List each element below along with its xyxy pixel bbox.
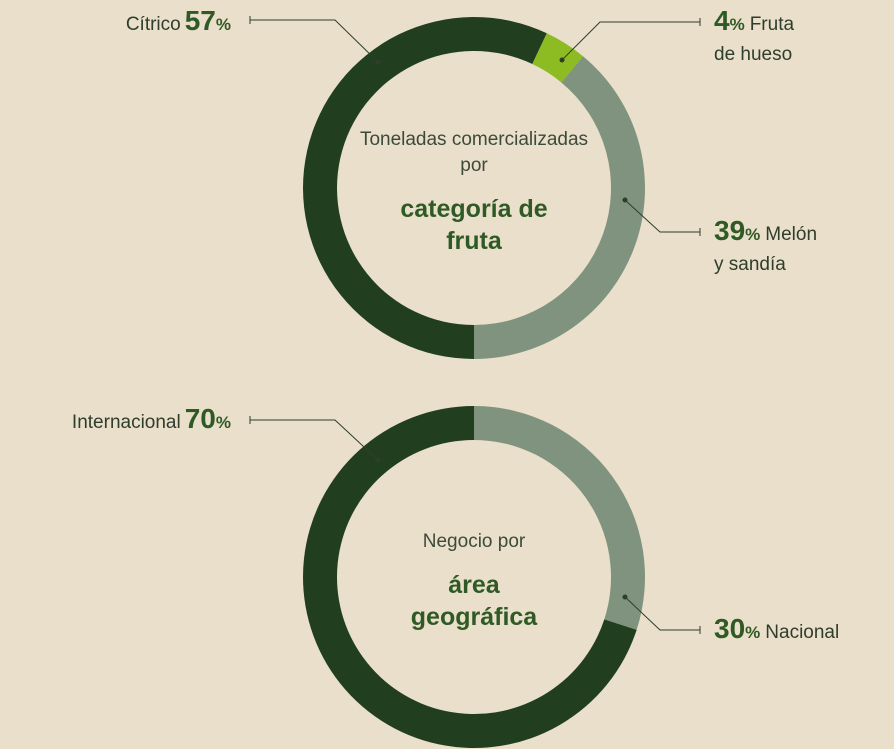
chart-subtitle: Negocio por — [422, 531, 526, 552]
chart-title: área geográfica — [410, 571, 538, 631]
unit-label: % — [745, 623, 761, 642]
center-text: Negocio por área geográfica — [349, 529, 599, 633]
leader-dot — [559, 57, 565, 63]
leader-line — [624, 596, 700, 631]
leader-line — [624, 199, 700, 233]
segment-label: 4% Fruta de hueso — [714, 6, 809, 70]
leader-dot — [622, 594, 628, 600]
value-label: 57 — [184, 5, 216, 36]
category-name: Melón y sandía — [714, 224, 818, 275]
donut-segment — [532, 33, 583, 83]
leader-dot — [622, 197, 628, 203]
donut-segment — [474, 56, 646, 359]
value-label: 30 — [714, 613, 746, 644]
segment-label: 39% Melón y sandía — [714, 216, 822, 280]
segment-label: Cítrico 57% — [126, 6, 236, 40]
segment-label: Internacional 70% — [72, 404, 236, 438]
unit-label: % — [215, 15, 231, 34]
leader-line — [250, 19, 379, 63]
unit-label: % — [215, 413, 231, 432]
segment-label: 30% Nacional — [714, 614, 894, 648]
value-label: 70 — [184, 403, 216, 434]
center-text: Toneladas comercializadas por categoría d… — [349, 127, 599, 257]
leader-dot — [375, 59, 381, 65]
donut-segment — [303, 16, 547, 359]
value-label: 4 — [714, 5, 730, 36]
leader-line — [250, 419, 379, 461]
category-name: Internacional — [71, 412, 181, 433]
category-name: Cítrico — [125, 14, 181, 35]
leader-line — [561, 21, 700, 61]
unit-label: % — [729, 15, 745, 34]
chart-title: categoría de fruta — [400, 195, 548, 255]
donut-segment — [474, 406, 645, 630]
unit-label: % — [745, 225, 761, 244]
value-label: 39 — [714, 215, 746, 246]
leader-dot — [375, 457, 381, 463]
chart-subtitle: Toneladas comercializadas por — [359, 129, 589, 176]
category-name: Nacional — [765, 622, 840, 643]
category-name: Fruta de hueso — [714, 14, 795, 65]
